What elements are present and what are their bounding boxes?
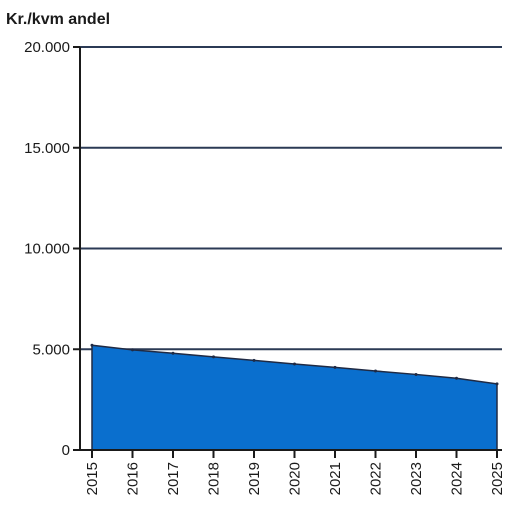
chart-title: Kr./kvm andel bbox=[6, 11, 110, 28]
x-tick-label: 2025 bbox=[489, 462, 505, 495]
data-point-2021 bbox=[333, 365, 337, 369]
x-tick-label: 2024 bbox=[449, 462, 466, 495]
area-layer bbox=[90, 343, 499, 451]
data-point-2022 bbox=[374, 369, 377, 373]
data-point-2019 bbox=[252, 358, 256, 362]
data-point-2018 bbox=[212, 355, 215, 359]
x-tick-label: 2018 bbox=[206, 462, 223, 495]
x-tick-label: 2023 bbox=[408, 462, 425, 495]
x-tick-label: 2017 bbox=[165, 462, 182, 495]
y-tick-label: 5.000 bbox=[32, 341, 70, 358]
x-tick-layer: 2015 2016 2017 2018 2019 2020 2021 2022 2023 2024… bbox=[84, 462, 505, 495]
data-point-2015 bbox=[90, 343, 94, 347]
y-tick-label: 15.000 bbox=[24, 140, 70, 157]
axis-layer bbox=[73, 46, 502, 458]
grid-layer bbox=[80, 46, 502, 351]
x-tick-label: 2020 bbox=[287, 462, 304, 495]
data-point-2023 bbox=[414, 372, 418, 376]
y-tick-label: 20.000 bbox=[24, 39, 70, 56]
data-point-2020 bbox=[293, 362, 296, 366]
data-point-2024 bbox=[455, 376, 458, 380]
x-tick-label: 2015 bbox=[84, 462, 101, 495]
x-tick-label: 2022 bbox=[368, 462, 385, 495]
data-point-2025 bbox=[495, 382, 499, 386]
y-tick-label: 10.000 bbox=[24, 241, 70, 258]
y-tick-label: 0 bbox=[62, 442, 70, 459]
data-point-2017 bbox=[171, 351, 175, 355]
y-tick-layer: 0 5.000 10.000 15.000 20.000 bbox=[24, 39, 70, 459]
series-area bbox=[91, 344, 498, 451]
x-tick-label: 2019 bbox=[246, 462, 263, 495]
x-tick-label: 2021 bbox=[327, 462, 344, 495]
x-tick-label: 2016 bbox=[125, 462, 142, 495]
data-point-2016 bbox=[131, 348, 134, 352]
